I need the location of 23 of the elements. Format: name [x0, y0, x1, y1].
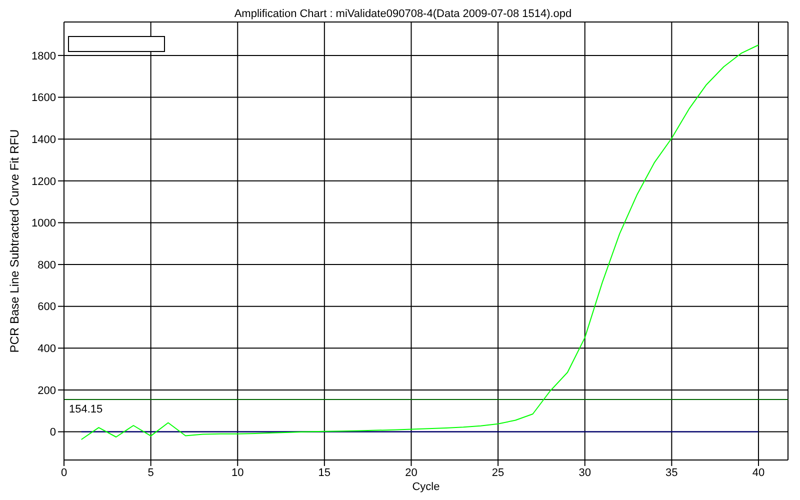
y-tick-label: 600 [38, 301, 56, 314]
x-tick-label: 15 [318, 466, 331, 479]
ref-line-label: 154.15 [69, 403, 103, 416]
y-tick-label: 1000 [32, 218, 56, 230]
y-tick-label: 400 [38, 343, 56, 356]
y-tick-label: 200 [38, 384, 56, 397]
y-tick-label: 1400 [32, 134, 56, 146]
y-tick-label: 800 [38, 259, 56, 272]
x-tick-label: 0 [60, 466, 68, 479]
y-tick-label: 1800 [32, 50, 56, 62]
x-axis-title: Cycle [412, 481, 440, 493]
x-tick-label: 25 [492, 466, 504, 479]
y-tick-label: 0 [50, 426, 56, 439]
x-tick-label: 20 [405, 466, 418, 479]
x-tick-label: 5 [148, 466, 154, 479]
y-axis-title: PCR Base Line Subtracted Curve Fit RFU [7, 129, 22, 353]
chart-title: Amplification Chart : miValidate090708-4(Data 2009-07-08 1514).opd [233, 8, 573, 20]
x-tick-label: 30 [578, 466, 591, 479]
x-tick-label: 35 [666, 466, 678, 479]
y-tick-label: 1600 [32, 92, 56, 104]
y-tick-label: 1200 [32, 176, 56, 188]
x-tick-label: 40 [752, 466, 765, 479]
x-tick-label: 10 [231, 466, 244, 479]
